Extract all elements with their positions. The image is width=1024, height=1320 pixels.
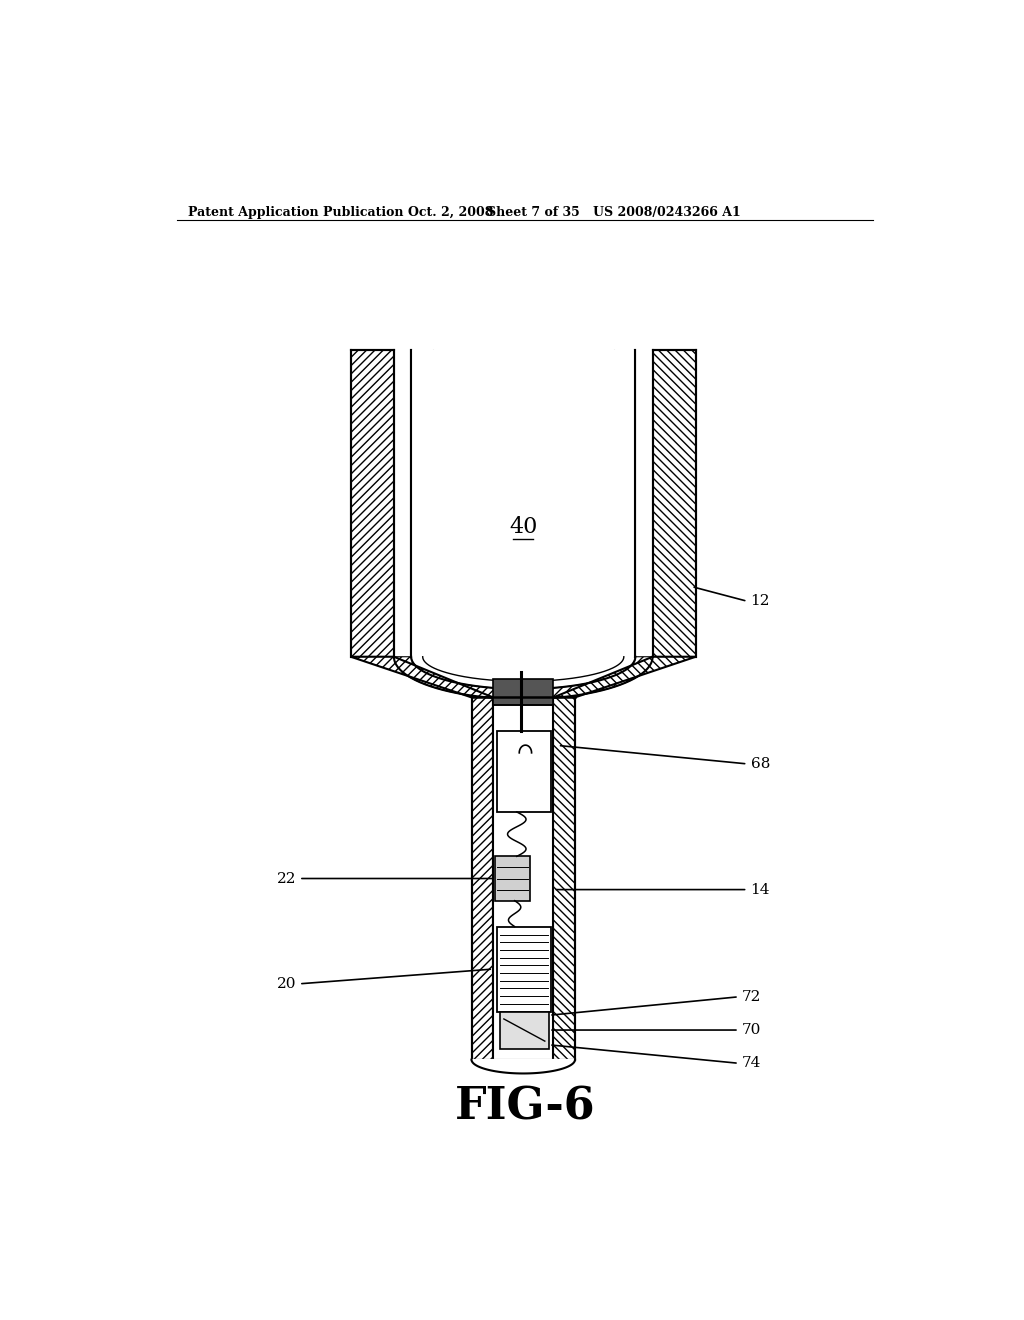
Polygon shape (498, 731, 551, 812)
Polygon shape (498, 927, 551, 1011)
Polygon shape (553, 657, 695, 697)
Polygon shape (471, 697, 494, 1060)
Text: 20: 20 (276, 977, 296, 991)
Text: Oct. 2, 2008: Oct. 2, 2008 (408, 206, 494, 219)
Polygon shape (652, 350, 695, 657)
Polygon shape (500, 1011, 549, 1048)
Text: US 2008/0243266 A1: US 2008/0243266 A1 (593, 206, 740, 219)
Text: Sheet 7 of 35: Sheet 7 of 35 (487, 206, 580, 219)
Polygon shape (494, 678, 553, 705)
Text: Patent Application Publication: Patent Application Publication (188, 206, 403, 219)
Polygon shape (471, 1060, 575, 1073)
Polygon shape (351, 350, 394, 657)
Polygon shape (496, 857, 529, 900)
Text: 14: 14 (751, 883, 770, 896)
Polygon shape (412, 350, 635, 657)
Polygon shape (351, 657, 494, 697)
Polygon shape (494, 697, 553, 1060)
Text: FIG-6: FIG-6 (455, 1085, 595, 1129)
Polygon shape (394, 657, 652, 700)
Text: 22: 22 (276, 871, 296, 886)
Polygon shape (553, 697, 575, 1060)
Text: 68: 68 (751, 756, 770, 771)
Text: 72: 72 (742, 990, 761, 1003)
Polygon shape (412, 657, 635, 681)
Text: 74: 74 (742, 1056, 761, 1071)
Text: 40: 40 (509, 516, 538, 539)
Text: 12: 12 (751, 594, 770, 609)
Text: 70: 70 (742, 1023, 761, 1038)
